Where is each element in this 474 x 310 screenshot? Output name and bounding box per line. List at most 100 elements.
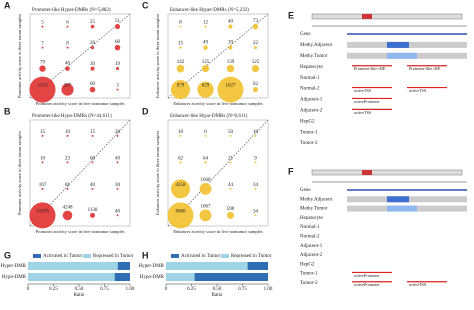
bubble xyxy=(204,134,207,137)
panel-letter: B xyxy=(4,106,11,116)
bubble xyxy=(253,46,258,50)
x-tick-label: 0 xyxy=(165,287,168,292)
x-tick-label: 0.25 xyxy=(187,287,196,292)
bubble-label: 167 xyxy=(39,183,47,188)
bubble xyxy=(116,134,119,137)
bubble-label: 139 xyxy=(227,60,235,65)
ideogram-band xyxy=(362,14,372,19)
bubble-label: 1130 xyxy=(88,208,98,213)
bubble xyxy=(41,161,44,164)
bubble-label: 4258 xyxy=(176,183,187,188)
bubble-label: 3 xyxy=(116,84,119,89)
track-label: Hepatocyte xyxy=(300,65,324,70)
bubble-label: 30 xyxy=(90,62,96,67)
track-label: Gene xyxy=(300,188,311,193)
bubble-label: 1660 xyxy=(201,178,212,183)
bubble-label: 23 xyxy=(65,157,71,162)
methylation-block xyxy=(387,205,417,212)
bubble xyxy=(179,161,182,164)
bubble-label: 62 xyxy=(178,156,184,161)
category-label: Hypo-DMR xyxy=(140,275,165,280)
bubble-label: 8000 xyxy=(176,210,187,215)
bubble-label: 34 xyxy=(253,183,259,188)
bubble-label: 1313 xyxy=(38,84,49,89)
bubble-label: 15 xyxy=(40,130,46,135)
bubble xyxy=(90,45,95,50)
x-tick-label: 0.50 xyxy=(213,287,222,292)
bubble xyxy=(39,65,46,72)
plot-frame xyxy=(167,13,269,99)
bubble-label: 5 xyxy=(41,21,44,26)
legend-label: Repressed in Tumor xyxy=(231,254,272,259)
bubble-label: 10 xyxy=(253,130,259,135)
ideogram xyxy=(311,169,463,176)
bubble-label: 10 xyxy=(40,157,46,162)
region-note: activeTSS xyxy=(354,110,372,115)
bar-segment xyxy=(166,262,248,270)
bubble xyxy=(203,45,208,50)
x-axis-label: Promoter activity score in five nontumor… xyxy=(36,229,125,234)
bubble xyxy=(91,134,94,137)
bubble-label: 30 xyxy=(115,183,121,188)
bubble xyxy=(254,134,257,137)
x-axis-label: Enhancer activity score in five nontumor… xyxy=(173,229,262,234)
bubble xyxy=(62,210,73,221)
legend-swatch xyxy=(83,254,91,258)
panel-title: Enhancer-like Hypo-DMRs (N=6,611) xyxy=(170,114,248,119)
bubble-label: 40 xyxy=(228,20,234,25)
legend-swatch xyxy=(33,254,41,258)
legend-label: Activated in Tumor xyxy=(181,254,221,259)
bubble xyxy=(170,80,191,100)
category-label: Hyper-DMR xyxy=(139,264,165,269)
bubble-label: 62 xyxy=(253,82,259,87)
ideogram xyxy=(311,13,463,20)
x-tick-label: 1.00 xyxy=(264,287,273,292)
bubble xyxy=(114,44,121,51)
bubble xyxy=(91,161,94,164)
bubble-label: 25 xyxy=(90,20,96,25)
bubble-label: 19 xyxy=(115,62,121,67)
bubble xyxy=(167,202,194,229)
bubble-label: 10 xyxy=(178,130,184,135)
bubble xyxy=(254,187,257,190)
bubble xyxy=(229,187,232,190)
bubble xyxy=(229,161,232,164)
bubble-label: 590 xyxy=(227,207,235,212)
bubble-label: 40 xyxy=(115,157,121,162)
region-note: activeTSS xyxy=(409,282,427,287)
bubble xyxy=(197,81,214,98)
bubble-label: 40 xyxy=(115,210,121,215)
region-note: activeTSS xyxy=(409,88,427,93)
track-label: Hepatocyte xyxy=(300,216,324,221)
bubble xyxy=(41,134,44,137)
track-label: HepG2 xyxy=(300,262,315,267)
bubble xyxy=(116,161,119,164)
panel-letter: F xyxy=(288,166,294,176)
region-note: Promoter-like cRE xyxy=(409,66,441,71)
bubble-label: 34 xyxy=(253,210,259,215)
track-label: Normal-2 xyxy=(300,235,320,240)
bubble xyxy=(116,187,119,190)
track-label: Normal-2 xyxy=(300,87,320,92)
x-axis-label: Enhancer activity score in five nontumor… xyxy=(173,101,262,106)
y-axis-label: Promoter activity score in three tumor s… xyxy=(17,131,22,215)
track-label: Normal-1 xyxy=(300,225,320,230)
track-label: Adjacent-2 xyxy=(300,109,323,114)
bubble-label: 9 xyxy=(254,157,257,162)
bubble xyxy=(41,25,44,28)
bubble-label: 49 xyxy=(203,40,209,45)
bubble xyxy=(217,76,244,103)
bubble xyxy=(179,134,182,137)
bubble-label: 15 xyxy=(90,130,96,135)
legend-swatch xyxy=(221,254,229,258)
category-label: Hyper-DMR xyxy=(1,264,27,269)
panel-title: Promoter-like Hypo-DMRs (N=44,611) xyxy=(32,114,112,119)
x-axis-label: Ratio xyxy=(212,293,223,298)
track-label: Normal-1 xyxy=(300,76,320,81)
bubble xyxy=(116,88,119,91)
track-label: Methy.Adjacent xyxy=(300,43,333,48)
plot-frame xyxy=(167,119,269,227)
panel-letter: E xyxy=(288,10,294,20)
bubble xyxy=(90,212,95,218)
bubble-label: 12 xyxy=(203,21,209,26)
